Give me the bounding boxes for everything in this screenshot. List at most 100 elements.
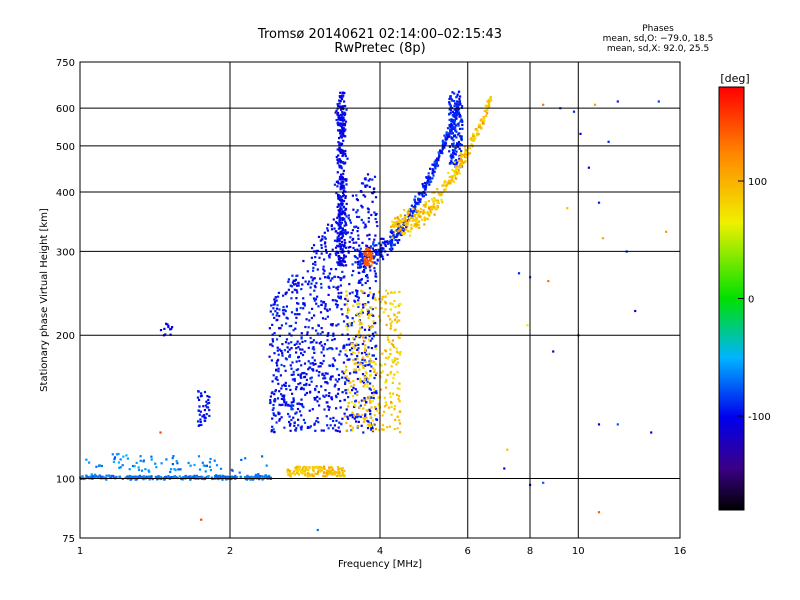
data-point bbox=[369, 326, 373, 329]
data-point bbox=[356, 257, 359, 260]
data-point bbox=[301, 340, 304, 343]
data-point bbox=[398, 422, 402, 425]
data-point bbox=[374, 275, 377, 278]
data-point bbox=[458, 159, 461, 162]
data-point bbox=[300, 352, 303, 355]
data-point bbox=[458, 101, 462, 104]
data-point bbox=[306, 270, 309, 273]
data-point bbox=[384, 381, 387, 384]
data-point bbox=[452, 125, 455, 128]
data-point bbox=[443, 134, 446, 137]
data-point bbox=[305, 384, 308, 387]
data-point bbox=[398, 387, 401, 391]
data-point bbox=[433, 197, 436, 200]
data-point bbox=[312, 369, 315, 372]
data-point bbox=[396, 319, 400, 322]
data-point bbox=[453, 175, 456, 179]
data-point bbox=[121, 464, 124, 467]
data-point bbox=[98, 464, 101, 467]
data-point bbox=[299, 387, 303, 391]
data-point bbox=[342, 191, 345, 195]
data-point bbox=[367, 316, 370, 320]
data-point bbox=[366, 385, 369, 388]
data-point bbox=[427, 179, 430, 182]
data-point bbox=[397, 336, 400, 339]
data-point bbox=[306, 475, 309, 478]
data-point bbox=[291, 472, 294, 475]
data-point bbox=[313, 284, 316, 287]
data-point bbox=[373, 391, 376, 394]
data-point bbox=[316, 295, 319, 298]
data-point bbox=[457, 100, 460, 103]
data-point bbox=[402, 227, 405, 230]
data-point bbox=[327, 394, 331, 398]
data-point bbox=[290, 347, 293, 350]
data-point bbox=[272, 407, 275, 410]
colorbar-tick-label: 100 bbox=[748, 177, 767, 188]
data-point bbox=[128, 468, 131, 471]
data-point bbox=[172, 455, 175, 458]
data-point bbox=[332, 427, 335, 430]
data-point bbox=[340, 208, 343, 211]
data-point bbox=[363, 260, 366, 263]
x-tick-label: 2 bbox=[227, 546, 233, 557]
data-point bbox=[369, 410, 372, 413]
data-point bbox=[369, 339, 372, 342]
data-point bbox=[347, 251, 350, 254]
data-point bbox=[368, 374, 372, 377]
data-point bbox=[335, 407, 338, 410]
data-point bbox=[288, 325, 291, 328]
data-point bbox=[376, 259, 379, 262]
data-point bbox=[345, 378, 348, 381]
data-point bbox=[358, 266, 361, 269]
data-point bbox=[320, 327, 323, 330]
data-point bbox=[346, 311, 349, 314]
data-point bbox=[370, 264, 373, 267]
data-point bbox=[291, 361, 294, 364]
data-point bbox=[308, 319, 311, 322]
data-point bbox=[361, 241, 364, 244]
data-point bbox=[334, 378, 337, 381]
data-point bbox=[359, 247, 362, 250]
data-point bbox=[346, 316, 349, 319]
data-point bbox=[216, 475, 219, 478]
data-point bbox=[341, 469, 344, 472]
data-point bbox=[352, 383, 356, 386]
data-point bbox=[362, 194, 365, 197]
data-point bbox=[486, 104, 489, 107]
data-point bbox=[344, 230, 347, 233]
data-point bbox=[482, 117, 485, 120]
data-point bbox=[393, 357, 396, 360]
data-point bbox=[357, 271, 360, 274]
data-point bbox=[272, 374, 275, 377]
data-point bbox=[454, 112, 457, 115]
data-point bbox=[374, 331, 377, 334]
data-point bbox=[410, 227, 413, 230]
data-point bbox=[326, 372, 329, 375]
data-point bbox=[375, 212, 378, 216]
data-point bbox=[339, 216, 342, 219]
data-point bbox=[455, 110, 458, 113]
data-point bbox=[303, 375, 307, 378]
data-point bbox=[381, 298, 384, 301]
data-point bbox=[406, 211, 409, 214]
data-point bbox=[335, 109, 338, 112]
data-point bbox=[419, 210, 422, 214]
data-point bbox=[202, 405, 205, 408]
data-point bbox=[324, 248, 328, 251]
data-point bbox=[394, 305, 397, 309]
data-point bbox=[341, 114, 344, 117]
data-point bbox=[390, 413, 393, 416]
data-point bbox=[205, 400, 208, 403]
data-point bbox=[442, 145, 445, 148]
data-point bbox=[373, 423, 376, 426]
data-point bbox=[200, 392, 203, 395]
data-point bbox=[366, 249, 369, 252]
data-point bbox=[297, 473, 300, 476]
data-point bbox=[597, 201, 601, 204]
data-point bbox=[436, 188, 439, 191]
data-point bbox=[335, 222, 338, 225]
data-point bbox=[436, 165, 439, 168]
data-point bbox=[374, 272, 377, 275]
